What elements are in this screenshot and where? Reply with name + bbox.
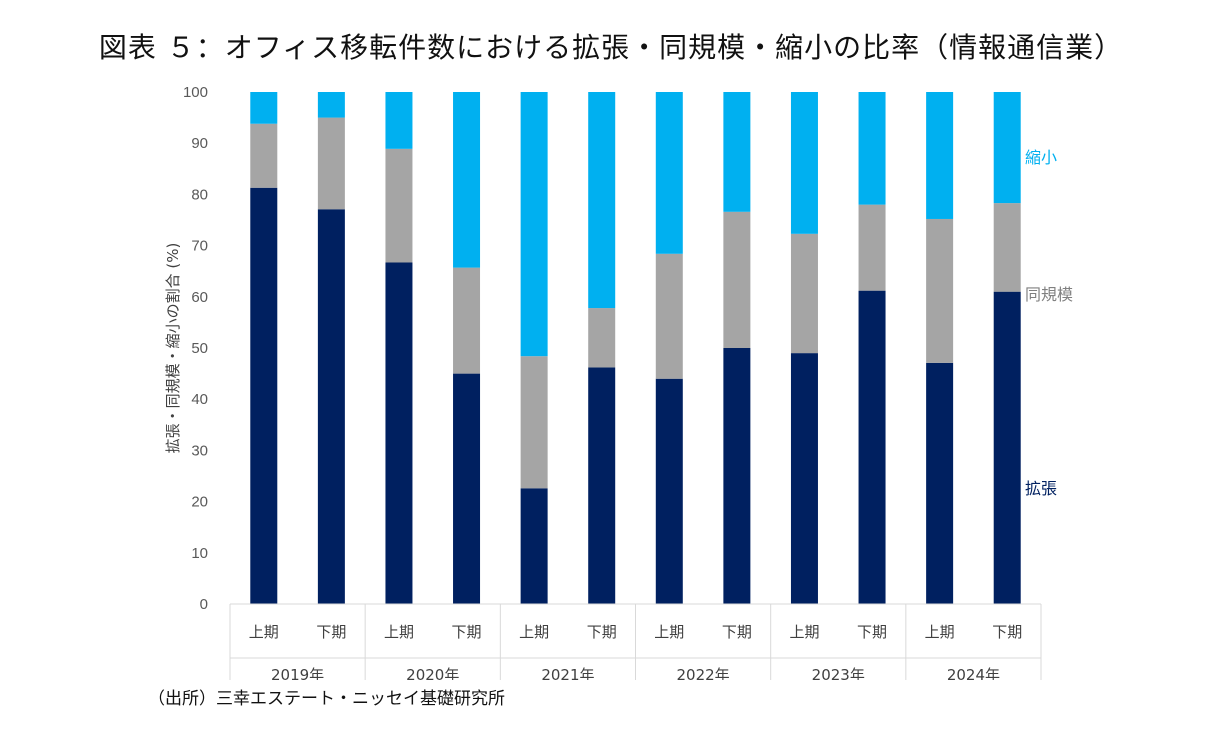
x-tick-label: 下期 bbox=[992, 623, 1022, 641]
bar-segment bbox=[993, 92, 1021, 204]
legend-entry: 拡張 bbox=[1025, 479, 1057, 498]
bar-segment bbox=[993, 203, 1021, 292]
source-note: （出所）三幸エステート・ニッセイ基礎研究所 bbox=[148, 689, 505, 709]
bar-segment bbox=[858, 92, 886, 205]
bar-segment bbox=[655, 92, 683, 254]
x-tick-label: 下期 bbox=[587, 623, 617, 641]
bar-segment bbox=[453, 92, 481, 268]
x-group-label: 2024年 bbox=[947, 666, 1000, 680]
y-tick-label: 50 bbox=[191, 340, 208, 357]
y-tick-label: 30 bbox=[191, 442, 208, 459]
y-tick-label: 0 bbox=[200, 596, 208, 613]
x-tick-label: 下期 bbox=[722, 623, 752, 641]
y-tick-label: 60 bbox=[191, 289, 208, 306]
bar-segment bbox=[655, 378, 683, 604]
x-tick-label: 上期 bbox=[789, 623, 819, 641]
y-tick-label: 80 bbox=[191, 186, 208, 203]
bar-segment bbox=[385, 262, 413, 604]
x-group-label: 2020年 bbox=[406, 666, 459, 680]
bar-segment bbox=[520, 488, 548, 604]
y-tick-label: 70 bbox=[191, 238, 208, 255]
bar-segment bbox=[250, 92, 278, 124]
y-tick-label: 40 bbox=[191, 391, 208, 408]
y-tick-label: 90 bbox=[191, 135, 208, 152]
y-tick-label: 10 bbox=[191, 545, 208, 562]
bar-segment bbox=[926, 218, 954, 363]
x-tick-label: 上期 bbox=[249, 623, 279, 641]
x-group-label: 2021年 bbox=[541, 666, 594, 680]
bar-segment bbox=[385, 148, 413, 263]
x-tick-label: 上期 bbox=[519, 623, 549, 641]
y-tick-label: 100 bbox=[183, 84, 208, 101]
bar-segment bbox=[317, 209, 345, 605]
legend-entry: 同規模 bbox=[1025, 285, 1073, 304]
bar-segment bbox=[723, 211, 751, 348]
bar-segment bbox=[926, 362, 954, 604]
y-tick-labels: 0 10 20 30 40 50 60 70 80 90 100 bbox=[183, 84, 208, 613]
x-tick-label: 下期 bbox=[316, 623, 346, 641]
x-group-label: 2023年 bbox=[812, 666, 865, 680]
bar-segment bbox=[317, 117, 345, 210]
bar-segment bbox=[858, 204, 886, 291]
bar-segment bbox=[723, 348, 751, 604]
bar-segment bbox=[790, 92, 818, 234]
bar-segment bbox=[588, 367, 616, 604]
bar-segment bbox=[453, 267, 481, 374]
bar-segment bbox=[655, 253, 683, 379]
x-axis: 上期 下期 上期 下期 上期 下期 上期 下期 上期 下期 上期 下期 2019年 2020年 2021年 2… bbox=[229, 603, 1042, 680]
bar-segment bbox=[317, 92, 345, 118]
bar-segment bbox=[588, 308, 616, 368]
bar-segment bbox=[926, 92, 954, 219]
x-group-label: 2019年 bbox=[271, 666, 324, 680]
x-tick-label: 上期 bbox=[925, 623, 955, 641]
bars bbox=[250, 92, 1021, 605]
bar-segment bbox=[520, 92, 548, 357]
bar-segment bbox=[250, 123, 278, 188]
x-tick-label: 上期 bbox=[384, 623, 414, 641]
bar-segment bbox=[993, 291, 1021, 604]
y-axis-title: 拡張・同規模・縮小の割合 (%) bbox=[164, 243, 182, 454]
bar-segment bbox=[790, 233, 818, 354]
bar-segment bbox=[858, 290, 886, 604]
bar-segment bbox=[520, 356, 548, 489]
x-tick-label: 下期 bbox=[452, 623, 482, 641]
figure-title: 図表 ５：オフィス移転件数における拡張・同規模・縮小の比率（情報通信業） bbox=[98, 31, 1124, 64]
x-group-label: 2022年 bbox=[676, 666, 729, 680]
bar-segment bbox=[790, 353, 818, 604]
bar-segment bbox=[588, 92, 616, 309]
x-tick-label: 上期 bbox=[654, 623, 684, 641]
legend-entry: 縮小 bbox=[1025, 148, 1057, 167]
bar-segment bbox=[453, 373, 481, 604]
bar-segment bbox=[385, 92, 413, 149]
y-tick-label: 20 bbox=[191, 494, 208, 511]
bar-segment bbox=[250, 187, 278, 604]
bar-segment bbox=[723, 92, 751, 212]
x-tick-label: 下期 bbox=[857, 623, 887, 641]
